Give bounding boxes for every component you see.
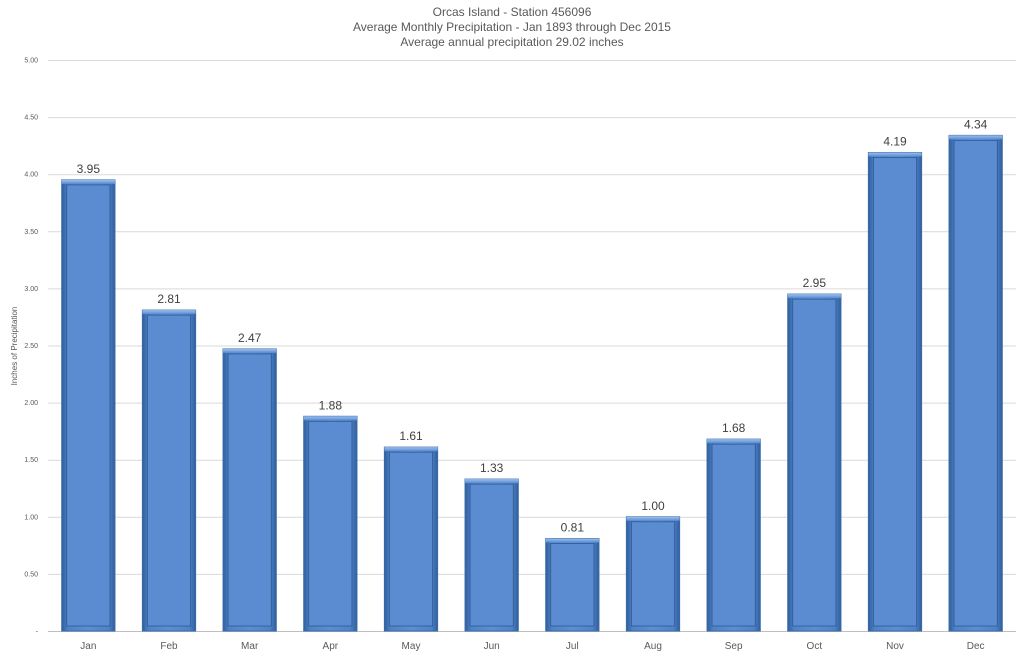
bar-face (872, 157, 918, 627)
bar-top-cap (949, 135, 1003, 140)
x-tick-label: Oct (807, 641, 823, 652)
bar-top-cap (142, 310, 196, 315)
bar-face (630, 521, 676, 627)
bar-top-cap (626, 516, 680, 521)
bar (464, 478, 519, 632)
bar (948, 134, 1003, 632)
y-tick-label: 3.00 (24, 286, 38, 293)
data-label: 0.81 (561, 520, 585, 534)
bar-face (227, 353, 272, 627)
chart-title-line-2: Average Monthly Precipitation - Jan 1893… (353, 20, 671, 34)
bar-face (388, 451, 434, 627)
bar (787, 293, 842, 632)
bar-top-cap (384, 447, 438, 452)
data-label: 4.19 (883, 135, 907, 149)
bar-top-cap (868, 152, 922, 157)
x-tick-label: Sep (725, 641, 743, 652)
x-tick-label: Nov (886, 641, 904, 652)
y-tick-label: 0.50 (24, 571, 38, 578)
bar-face (308, 420, 353, 627)
bar-top-cap (223, 348, 277, 353)
bar-face (953, 139, 998, 627)
bar (141, 309, 197, 632)
chart-title-line-1: Orcas Island - Station 456096 (433, 5, 592, 19)
y-tick-label: 5.00 (24, 58, 38, 65)
data-label: 1.88 (319, 398, 343, 412)
bar (61, 179, 116, 632)
bars (61, 134, 1003, 632)
bar-top-cap (545, 538, 599, 543)
x-tick-label: Jul (566, 641, 579, 652)
bar-face (792, 298, 837, 627)
y-tick-label: 2.00 (24, 400, 38, 407)
x-tick-label: Dec (967, 641, 985, 652)
x-tick-label: Mar (241, 641, 259, 652)
bar (867, 152, 923, 632)
bar-face (550, 543, 595, 627)
chart-title-line-3: Average annual precipitation 29.02 inche… (400, 35, 623, 49)
bar-face (711, 443, 756, 627)
y-tick-label: 1.00 (24, 514, 38, 521)
labels: - 0.50 1.00 1.50 2.00 2.50 3.00 3.50 4.00 4.50 5.0… (24, 58, 987, 653)
x-tick-label: May (402, 641, 421, 652)
y-tick-label: 1.50 (24, 457, 38, 464)
x-tick-label: Apr (323, 641, 339, 652)
bar-face (66, 184, 111, 627)
bar (706, 438, 761, 632)
x-tick-label: Jun (484, 641, 500, 652)
bar-top-cap (787, 294, 841, 299)
x-tick-label: Jan (80, 641, 96, 652)
bar (222, 348, 277, 632)
y-tick-label: 4.50 (24, 115, 38, 122)
data-label: 2.95 (803, 276, 827, 290)
bar (545, 537, 600, 632)
bar-top-cap (707, 439, 761, 444)
data-label: 1.33 (480, 461, 504, 475)
x-tick-label: Aug (644, 641, 662, 652)
y-tick-label: 3.50 (24, 229, 38, 236)
bar (625, 516, 681, 632)
data-label: 2.81 (157, 292, 181, 306)
data-label: 1.61 (399, 429, 423, 443)
data-label: 1.68 (722, 421, 746, 435)
data-label: 4.34 (964, 117, 988, 131)
bar-face (469, 483, 514, 627)
bar-face (146, 314, 192, 627)
data-label: 1.00 (641, 499, 665, 513)
y-tick-label: 2.50 (24, 343, 38, 350)
gridlines (48, 60, 1016, 575)
y-axis-title: Inches of Precipitation (10, 307, 19, 386)
y-tick-label: - (36, 629, 39, 636)
data-label: 2.47 (238, 331, 262, 345)
bar (383, 446, 439, 632)
bar-top-cap (303, 416, 357, 421)
bar-top-cap (465, 479, 519, 484)
bar-top-cap (61, 179, 115, 184)
data-label: 3.95 (77, 162, 101, 176)
x-tick-label: Feb (160, 641, 178, 652)
y-tick-label: 4.00 (24, 172, 38, 179)
bar (303, 415, 358, 632)
